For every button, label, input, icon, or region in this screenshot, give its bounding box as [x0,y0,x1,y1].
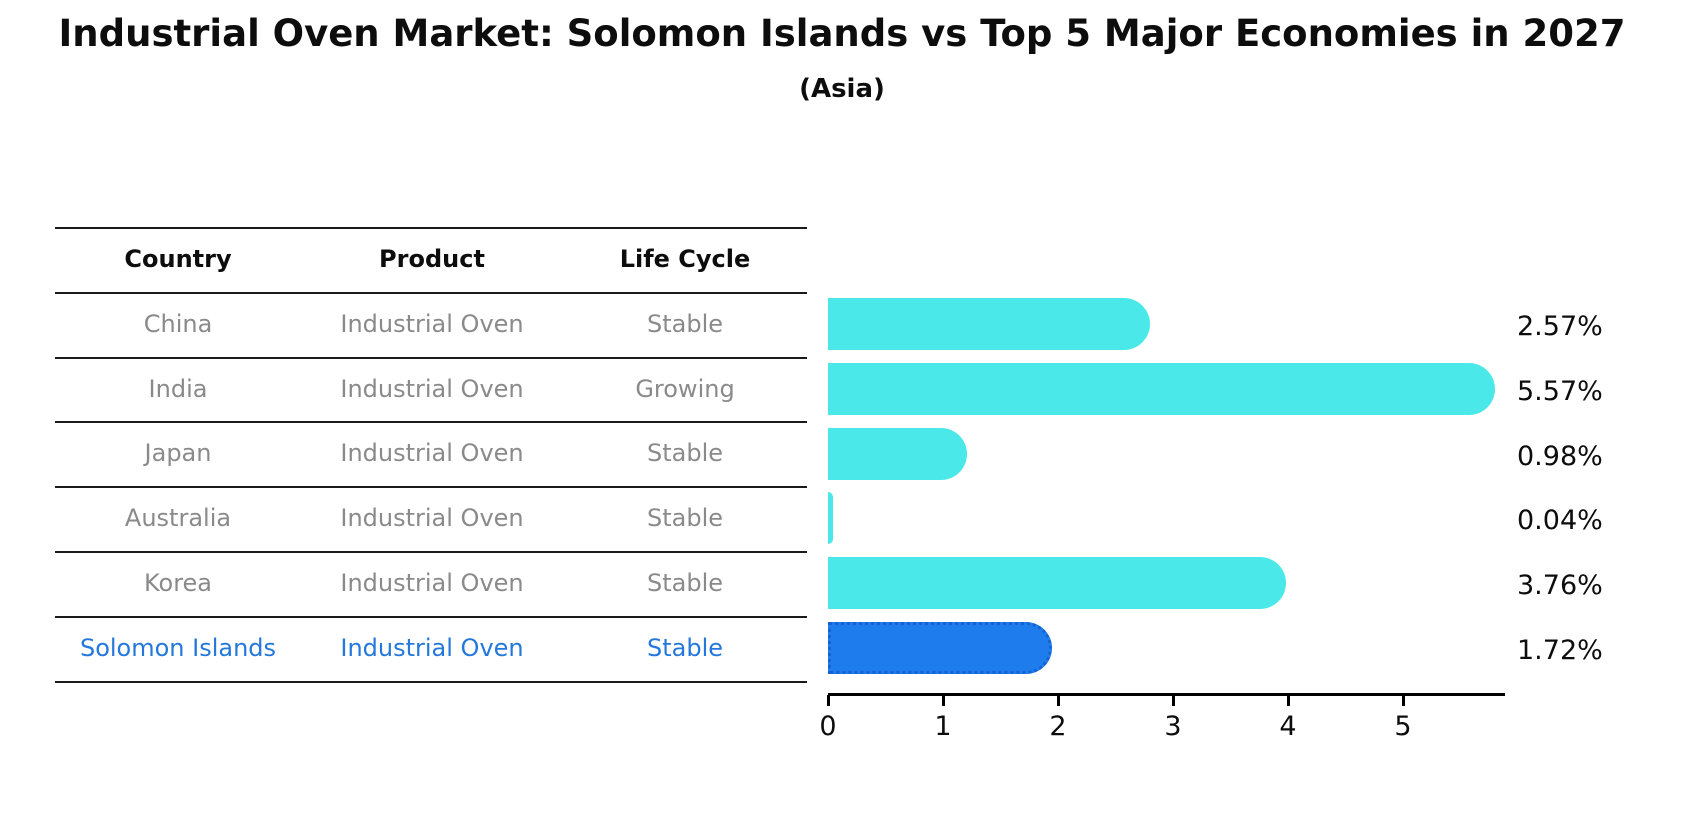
value-label: 0.04% [1517,505,1603,537]
x-axis-tick-label: 2 [1049,711,1067,742]
country-cell: Korea [143,569,213,597]
table-rule [55,615,807,618]
x-axis-tick-label: 1 [934,711,952,742]
x-axis-line [828,693,1505,696]
table-rule [55,486,807,489]
x-axis-tick-label: 5 [1394,711,1412,742]
lifecycle-cell: Stable [646,439,724,468]
page-subtitle: (Asia) [799,74,885,104]
product-cell: Industrial Oven [340,633,524,662]
x-axis-tickmark [942,695,945,706]
value-label: 2.57% [1517,311,1603,342]
country-cell: India [148,374,208,403]
table-header-row: Country Product Life Cycle [55,227,807,292]
value-label: 0.98% [1517,440,1603,472]
page-title: Industrial Oven Market: Solomon Islands … [58,12,1626,55]
country-cell: China [143,309,213,338]
product-cell: Industrial Oven [340,309,524,338]
product-cell: Industrial Oven [340,374,524,403]
country-cell: Japan [144,439,212,468]
x-axis-tickmark [1172,695,1175,706]
value-label: 1.72% [1517,635,1603,666]
table-rule [55,680,807,683]
table-rule [55,551,807,553]
table-row: Japan Industrial Oven Stable [55,421,807,486]
value-label: 5.57% [1517,375,1603,407]
bar-china [828,298,1150,350]
product-cell: Industrial Oven [340,504,524,533]
table-row-solomon-islands: Solomon Islands Industrial Oven Stable [55,616,807,681]
country-cell: Solomon Islands [79,633,277,662]
bar-australia [828,492,833,545]
table-row: China Industrial Oven Stable [55,292,807,357]
x-axis-tick-label: 3 [1164,711,1182,742]
x-axis-tick-label: 4 [1279,711,1297,742]
bar-india [828,362,1495,415]
table-rule [55,356,807,359]
lifecycle-cell: Stable [646,504,724,533]
table-rule [55,421,807,424]
table-row: Korea Industrial Oven Stable [55,551,807,616]
lifecycle-cell: Growing [635,374,735,403]
table-row: India Industrial Oven Growing [55,357,807,422]
x-axis-tick-label: 0 [819,711,837,742]
x-axis-tickmark [1057,695,1060,706]
table-rule [55,227,807,229]
bar-korea [828,557,1287,610]
x-axis-tickmark [1287,695,1290,706]
bar-japan [828,427,967,480]
value-label: 3.76% [1517,570,1603,602]
product-cell: Industrial Oven [340,439,524,468]
product-cell: Industrial Oven [340,569,524,597]
table-rule [55,291,807,294]
lifecycle-cell: Stable [646,633,724,662]
table-row: Australia Industrial Oven Stable [55,486,807,551]
lifecycle-cell: Stable [646,569,724,597]
x-axis-tickmark [827,695,830,706]
column-header-lifecycle: Life Cycle [619,245,751,273]
column-header-product: Product [379,245,485,273]
lifecycle-cell: Stable [646,309,724,338]
bar-solomon-islands [828,622,1052,674]
column-header-country: Country [124,245,232,273]
country-cell: Australia [124,504,232,533]
x-axis-tickmark [1402,695,1405,706]
